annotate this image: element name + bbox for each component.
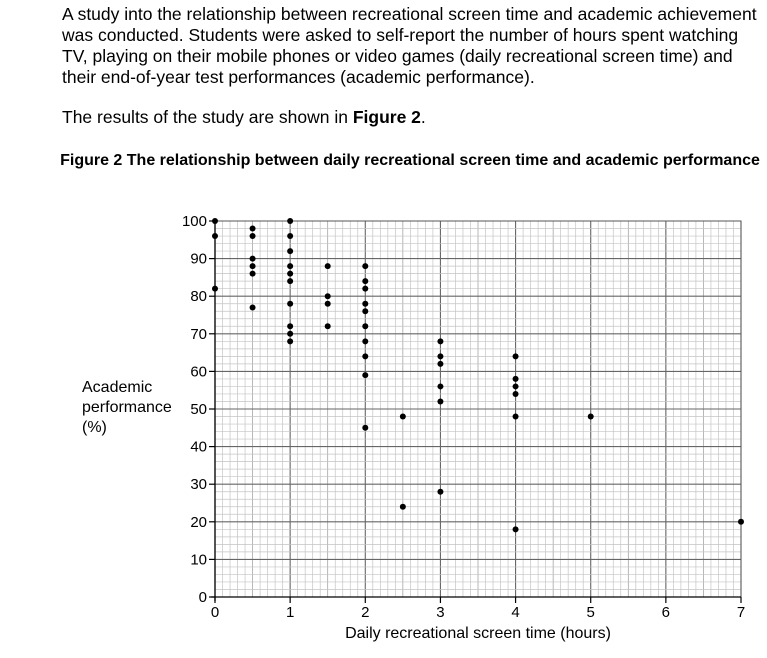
x-tick-label: 3 — [436, 604, 444, 621]
data-point — [287, 330, 294, 337]
x-tick-label: 5 — [587, 604, 595, 621]
data-point — [287, 270, 294, 277]
data-point — [212, 233, 218, 240]
x-tick-label: 1 — [286, 604, 294, 621]
results-suffix: . — [420, 107, 426, 127]
tick-labels: 0 10 20 30 40 50 60 70 80 90 100 0 1 2 3 4 5 6 7 — [182, 213, 745, 621]
data-point — [362, 353, 369, 360]
data-point — [249, 304, 256, 311]
data-point — [362, 308, 369, 315]
data-point — [212, 285, 218, 292]
data-point — [587, 413, 594, 420]
y-axis-label-line-2: performance — [82, 399, 172, 416]
x-tick-label: 2 — [361, 604, 369, 621]
y-tick-label: 40 — [190, 439, 207, 456]
data-point — [362, 338, 369, 345]
data-point — [324, 293, 331, 300]
x-tick-label: 0 — [211, 604, 219, 621]
y-axis-label: Academic performance (%) — [82, 378, 172, 438]
data-point — [287, 323, 294, 330]
intro-paragraph: A study into the relationship between re… — [62, 4, 757, 87]
data-point — [287, 233, 294, 240]
data-point — [738, 518, 744, 525]
data-point — [437, 353, 444, 360]
results-prefix: The results of the study are shown in — [62, 107, 353, 127]
y-tick-label: 100 — [182, 213, 207, 230]
y-tick-label: 50 — [190, 401, 207, 418]
data-point — [362, 372, 369, 379]
y-tick-label: 10 — [190, 551, 207, 568]
results-sentence: The results of the study are shown in Fi… — [62, 107, 426, 128]
y-tick-label: 80 — [190, 288, 207, 305]
y-tick-label: 90 — [190, 251, 207, 268]
data-point — [249, 233, 256, 240]
data-point — [399, 503, 406, 510]
data-point — [512, 375, 519, 382]
data-point — [287, 278, 294, 285]
figure-title: Figure 2 The relationship between daily … — [60, 152, 760, 169]
x-tick-label: 7 — [737, 604, 745, 621]
data-point — [437, 338, 444, 345]
data-point — [362, 263, 369, 270]
y-axis-label-line-3: (%) — [82, 419, 107, 436]
data-point — [437, 398, 444, 405]
data-point — [249, 270, 256, 277]
results-figure-ref: Figure 2 — [352, 107, 421, 127]
data-point — [287, 338, 294, 345]
data-point — [249, 255, 256, 262]
data-point — [362, 278, 369, 285]
data-point — [249, 263, 256, 270]
y-tick-label: 70 — [190, 326, 207, 343]
data-point — [362, 300, 369, 307]
data-point — [512, 353, 519, 360]
data-point — [362, 424, 369, 431]
y-tick-label: 20 — [190, 514, 207, 531]
data-point — [287, 263, 294, 270]
data-point — [212, 218, 218, 224]
data-point — [437, 383, 444, 390]
axes — [209, 220, 742, 603]
data-points — [212, 218, 744, 533]
data-point — [324, 323, 331, 330]
y-tick-label: 30 — [190, 476, 207, 493]
data-point — [512, 383, 519, 390]
x-tick-label: 4 — [511, 604, 519, 621]
data-point — [512, 526, 519, 533]
y-axis-label-line-1: Academic — [82, 379, 153, 396]
y-tick-label: 60 — [190, 363, 207, 380]
data-point — [362, 323, 369, 330]
grid — [214, 220, 742, 598]
data-point — [324, 300, 331, 307]
data-point — [437, 360, 444, 367]
data-point — [249, 225, 256, 232]
data-point — [362, 285, 369, 292]
data-point — [324, 263, 331, 270]
data-point — [287, 300, 294, 307]
data-point — [437, 488, 444, 495]
y-tick-label: 0 — [199, 589, 207, 606]
data-point — [512, 413, 519, 420]
x-axis-label: Daily recreational screen time (hours) — [345, 625, 611, 642]
data-point — [399, 413, 406, 420]
x-tick-label: 6 — [662, 604, 670, 621]
data-point — [512, 390, 519, 397]
data-point — [287, 218, 294, 224]
data-point — [287, 248, 294, 255]
